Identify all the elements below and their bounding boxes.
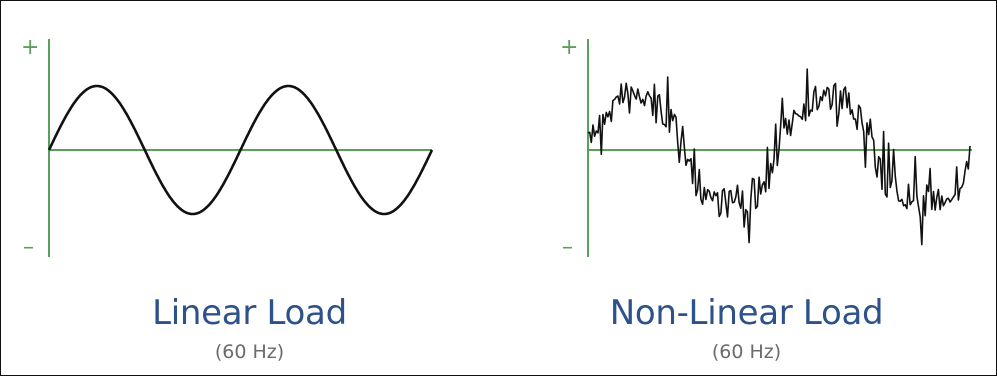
- clean-sine-wave: [47, 84, 434, 216]
- non-linear-load-waveform-plot: [587, 39, 972, 257]
- non-linear-load-panel: + – Non-Linear Load (60 Hz): [498, 1, 995, 375]
- distorted-sine-wave: [587, 68, 971, 246]
- non-linear-load-frequency: (60 Hz): [711, 341, 782, 363]
- plus-sign: +: [560, 35, 579, 60]
- minus-sign: –: [562, 235, 573, 260]
- linear-load-frequency: (60 Hz): [214, 341, 285, 363]
- plus-sign: +: [21, 35, 40, 60]
- non-linear-load-title: Non-Linear Load: [609, 293, 884, 333]
- linear-load-panel: + – Linear Load (60 Hz): [1, 1, 498, 375]
- linear-load-title: Linear Load: [152, 293, 347, 333]
- minus-sign: –: [23, 235, 34, 260]
- linear-load-waveform-plot: [47, 39, 434, 257]
